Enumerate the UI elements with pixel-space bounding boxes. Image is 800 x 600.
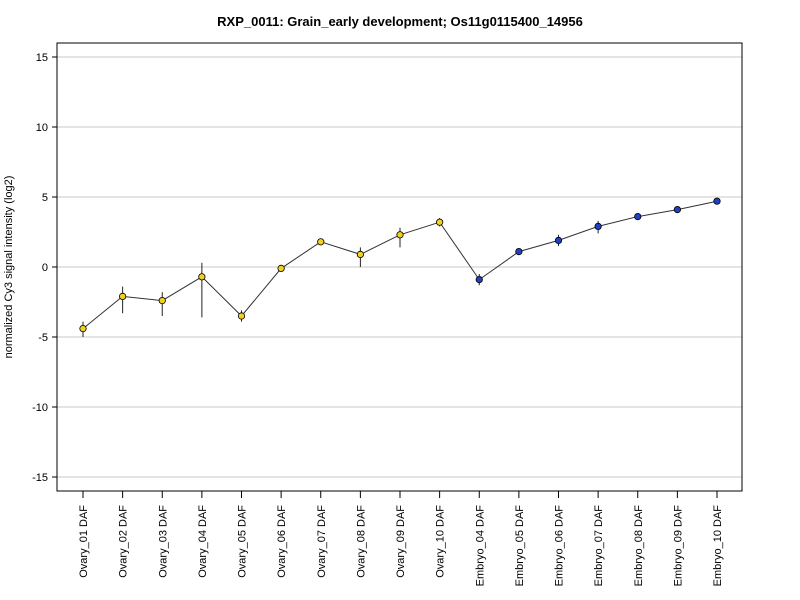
data-point: [79, 324, 87, 333]
x-tick-label: Ovary_02 DAF: [118, 505, 130, 578]
y-tick-label: -15: [32, 472, 48, 484]
data-point: [119, 292, 127, 300]
x-tick-label: Embryo_08 DAF: [633, 505, 645, 587]
data-point: [515, 248, 523, 256]
series-line: [82, 200, 718, 329]
data-point: [356, 250, 364, 258]
x-tick-label: Ovary_04 DAF: [197, 505, 209, 578]
data-point: [396, 231, 404, 239]
x-tick-label: Embryo_04 DAF: [474, 505, 486, 587]
x-tick-label: Embryo_10 DAF: [712, 505, 724, 587]
x-tick-label: Ovary_08 DAF: [355, 505, 367, 578]
x-tick-label: Ovary_06 DAF: [276, 505, 288, 578]
x-tick-label: Ovary_07 DAF: [316, 505, 328, 578]
data-point: [713, 197, 721, 205]
y-tick-label: 0: [42, 262, 48, 274]
y-tick-label: 5: [42, 192, 48, 204]
x-tick-label: Embryo_07 DAF: [593, 505, 605, 587]
data-point: [634, 213, 642, 221]
x-tick-label: Ovary_09 DAF: [395, 505, 407, 578]
data-point: [317, 238, 325, 246]
data-point: [237, 312, 246, 320]
data-point: [594, 222, 602, 230]
y-tick-label: -10: [32, 402, 48, 414]
data-point: [475, 275, 483, 284]
x-tick-label: Ovary_05 DAF: [237, 505, 249, 578]
y-axis: -15 -10 -5 0 5 10 15: [32, 52, 57, 484]
chart-title: RXP_0011: Grain_early development; Os11g…: [217, 14, 583, 29]
y-axis-label: normalized Cy3 signal intensity (log2): [3, 176, 15, 359]
x-tick-label: Embryo_06 DAF: [554, 505, 566, 587]
data-point: [436, 218, 444, 226]
x-tick-label: Ovary_01 DAF: [78, 505, 90, 578]
x-tick-label: Ovary_10 DAF: [435, 505, 447, 578]
x-tick-label: Embryo_09 DAF: [672, 505, 684, 587]
data-point: [158, 296, 166, 305]
data-point: [673, 206, 681, 214]
grid-layer: [57, 56, 742, 478]
y-tick-label: -5: [38, 332, 48, 344]
x-tick-label: Embryo_05 DAF: [514, 505, 526, 587]
y-tick-label: 10: [36, 122, 48, 134]
x-axis: Ovary_01 DAF Ovary_02 DAF Ovary_03 DAF Ovar…: [78, 491, 724, 586]
data-point: [554, 236, 563, 244]
series: [79, 197, 721, 337]
data-point: [277, 264, 285, 272]
y-tick-label: 15: [36, 52, 48, 64]
x-tick-label: Ovary_03 DAF: [157, 505, 169, 578]
data-point: [198, 273, 206, 281]
